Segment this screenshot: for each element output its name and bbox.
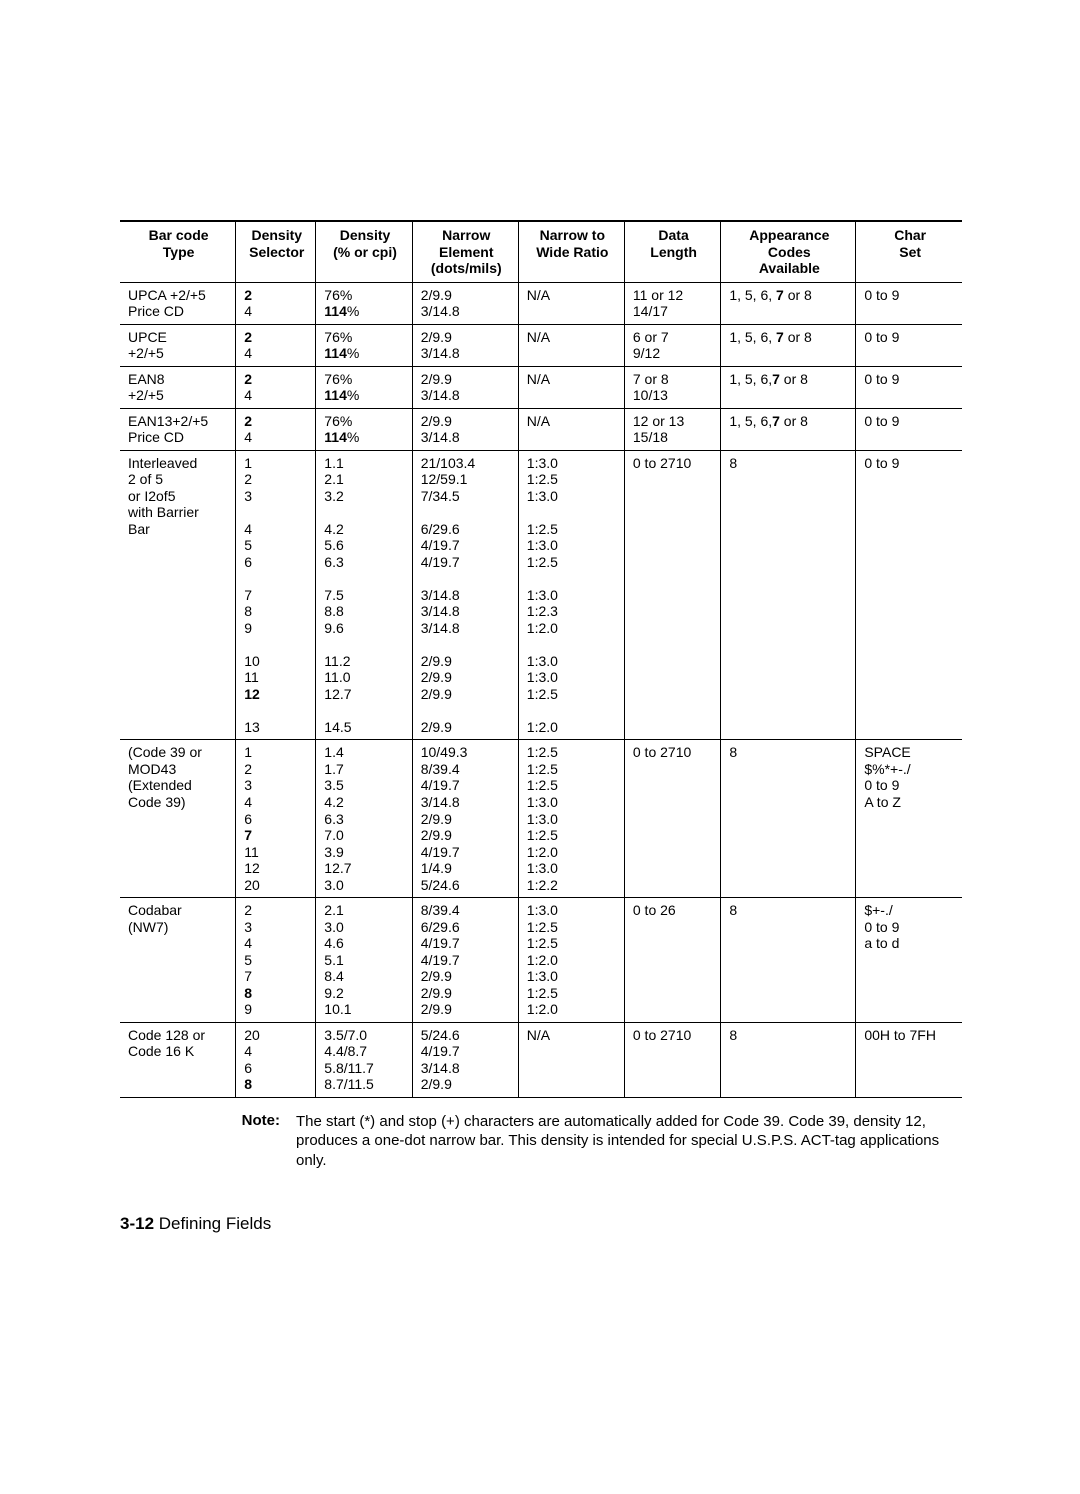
table-cell: (Code 39 orMOD43(ExtendedCode 39) xyxy=(120,740,236,898)
table-cell: EAN13+2/+5Price CD xyxy=(120,408,236,450)
table-cell: 1:2.51:2.51:2.51:3.01:3.01:2.51:2.01:3.0… xyxy=(518,740,624,898)
table-cell: 0 to 9 xyxy=(856,450,962,740)
table-cell: 12 or 1315/18 xyxy=(624,408,720,450)
table-cell: 0 to 2710 xyxy=(624,450,720,740)
table-cell: 21/103.412/59.17/34.5 6/29.64/19.74/19.7… xyxy=(412,450,518,740)
table-cell: Code 128 orCode 16 K xyxy=(120,1022,236,1097)
column-header: Narrow to Wide Ratio xyxy=(518,221,624,282)
note-text: The start (*) and stop (+) characters ar… xyxy=(296,1112,962,1171)
table-cell: 7 or 810/13 xyxy=(624,366,720,408)
table-cell: 0 to 2710 xyxy=(624,1022,720,1097)
table-cell: UPCA +2/+5Price CD xyxy=(120,282,236,324)
table-cell: Codabar (NW7) xyxy=(120,898,236,1023)
table-cell: SPACE$%*+-./0 to 9A to Z xyxy=(856,740,962,898)
table-cell: 0 to 9 xyxy=(856,282,962,324)
table-cell: 76%114% xyxy=(316,366,412,408)
table-cell: 1, 5, 6,7 or 8 xyxy=(721,408,856,450)
table-cell: 2/9.93/14.8 xyxy=(412,282,518,324)
table-row: EAN13+2/+5Price CD2476%114%2/9.93/14.8N/… xyxy=(120,408,962,450)
document-page: Bar code TypeDensity SelectorDensity (% … xyxy=(0,0,1080,1494)
table-row: UPCE+2/+52476%114%2/9.93/14.8N/A6 or 79/… xyxy=(120,324,962,366)
column-header: Bar code Type xyxy=(120,221,236,282)
table-cell: 24 xyxy=(236,324,316,366)
table-head: Bar code TypeDensity SelectorDensity (% … xyxy=(120,221,962,282)
table-cell: N/A xyxy=(518,366,624,408)
table-cell: N/A xyxy=(518,324,624,366)
table-cell: 123 456 789 101112 13 xyxy=(236,450,316,740)
table-row: Interleaved2 of 5or I2of5with BarrierBar… xyxy=(120,450,962,740)
table-cell: Interleaved2 of 5or I2of5with BarrierBar xyxy=(120,450,236,740)
table-cell: 8 xyxy=(721,898,856,1023)
table-row: EAN8+2/+52476%114%2/9.93/14.8N/A7 or 810… xyxy=(120,366,962,408)
table-header-row: Bar code TypeDensity SelectorDensity (% … xyxy=(120,221,962,282)
table-cell: 1, 5, 6, 7 or 8 xyxy=(721,324,856,366)
table-cell: 1:3.01:2.51:2.51:2.01:3.01:2.51:2.0 xyxy=(518,898,624,1023)
table-cell: EAN8+2/+5 xyxy=(120,366,236,408)
table-cell: 10/49.38/39.44/19.73/14.82/9.92/9.94/19.… xyxy=(412,740,518,898)
note-label: Note: xyxy=(120,1112,296,1171)
table-cell: UPCE+2/+5 xyxy=(120,324,236,366)
section-title: Defining Fields xyxy=(159,1214,271,1233)
note-block: Note: The start (*) and stop (+) charact… xyxy=(120,1112,962,1171)
table-cell: 8 xyxy=(721,1022,856,1097)
table-cell: N/A xyxy=(518,282,624,324)
table-cell: N/A xyxy=(518,1022,624,1097)
column-header: Narrow Element (dots/mils) xyxy=(412,221,518,282)
table-cell: 00H to 7FH xyxy=(856,1022,962,1097)
page-footer: 3-12 Defining Fields xyxy=(120,1214,962,1234)
table-cell: 0 to 9 xyxy=(856,366,962,408)
table-cell: 123467111220 xyxy=(236,740,316,898)
column-header: Density (% or cpi) xyxy=(316,221,412,282)
table-cell: 3.5/7.04.4/8.75.8/11.78.7/11.5 xyxy=(316,1022,412,1097)
column-header: Density Selector xyxy=(236,221,316,282)
table-cell: 24 xyxy=(236,282,316,324)
table-cell: 2/9.93/14.8 xyxy=(412,324,518,366)
table-row: (Code 39 orMOD43(ExtendedCode 39)1234671… xyxy=(120,740,962,898)
table-cell: $+-./0 to 9a to d xyxy=(856,898,962,1023)
table-cell: 24 xyxy=(236,408,316,450)
table-cell: 0 to 9 xyxy=(856,324,962,366)
table-row: UPCA +2/+5Price CD2476%114%2/9.93/14.8N/… xyxy=(120,282,962,324)
table-cell: 8 xyxy=(721,450,856,740)
table-row: Codabar (NW7)23457892.13.04.65.18.49.210… xyxy=(120,898,962,1023)
table-cell: N/A xyxy=(518,408,624,450)
table-cell: 0 to 9 xyxy=(856,408,962,450)
table-body: UPCA +2/+5Price CD2476%114%2/9.93/14.8N/… xyxy=(120,282,962,1097)
barcode-table: Bar code TypeDensity SelectorDensity (% … xyxy=(120,220,962,1098)
table-cell: 2345789 xyxy=(236,898,316,1023)
table-cell: 11 or 1214/17 xyxy=(624,282,720,324)
table-cell: 0 to 2710 xyxy=(624,740,720,898)
table-cell: 2.13.04.65.18.49.210.1 xyxy=(316,898,412,1023)
table-cell: 8 xyxy=(721,740,856,898)
table-cell: 76%114% xyxy=(316,324,412,366)
table-cell: 76%114% xyxy=(316,408,412,450)
table-cell: 8/39.46/29.64/19.74/19.72/9.92/9.92/9.9 xyxy=(412,898,518,1023)
page-number: 3-12 xyxy=(120,1214,154,1233)
table-row: Code 128 orCode 16 K204683.5/7.04.4/8.75… xyxy=(120,1022,962,1097)
column-header: Appearance Codes Available xyxy=(721,221,856,282)
table-cell: 1.41.73.54.26.37.03.912.73.0 xyxy=(316,740,412,898)
column-header: Char Set xyxy=(856,221,962,282)
table-cell: 1:3.01:2.51:3.0 1:2.51:3.01:2.5 1:3.01:2… xyxy=(518,450,624,740)
table-cell: 5/24.64/19.73/14.82/9.9 xyxy=(412,1022,518,1097)
table-cell: 0 to 26 xyxy=(624,898,720,1023)
table-cell: 24 xyxy=(236,366,316,408)
table-cell: 1.12.13.2 4.25.66.3 7.58.89.6 11.211.012… xyxy=(316,450,412,740)
table-cell: 20468 xyxy=(236,1022,316,1097)
table-cell: 2/9.93/14.8 xyxy=(412,366,518,408)
table-cell: 2/9.93/14.8 xyxy=(412,408,518,450)
table-cell: 1, 5, 6, 7 or 8 xyxy=(721,282,856,324)
table-cell: 1, 5, 6,7 or 8 xyxy=(721,366,856,408)
table-cell: 6 or 79/12 xyxy=(624,324,720,366)
column-header: Data Length xyxy=(624,221,720,282)
table-cell: 76%114% xyxy=(316,282,412,324)
